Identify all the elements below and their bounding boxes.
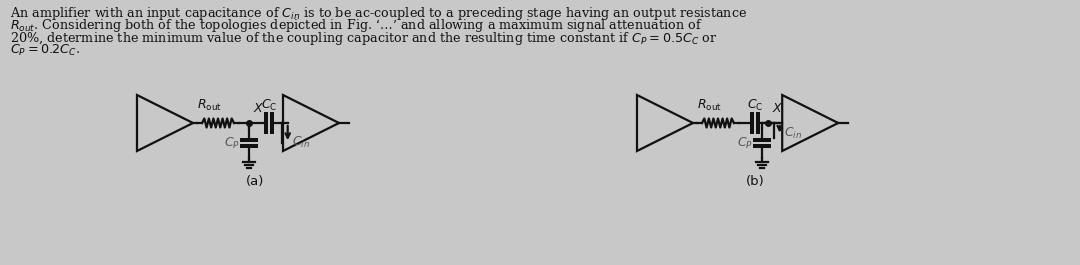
Text: (b): (b)	[745, 174, 765, 188]
Text: An amplifier with an input capacitance of $C_{in}$ is to be ac-coupled to a prec: An amplifier with an input capacitance o…	[10, 5, 747, 22]
Text: $C_P$: $C_P$	[738, 135, 753, 151]
Text: $X$: $X$	[772, 102, 783, 115]
Text: $C_P$: $C_P$	[224, 135, 240, 151]
Text: $C_\mathrm{C}$: $C_\mathrm{C}$	[261, 98, 278, 113]
Text: $X$: $X$	[253, 102, 265, 115]
Text: $C_\mathrm{C}$: $C_\mathrm{C}$	[747, 98, 764, 113]
Text: $C_{in}$: $C_{in}$	[784, 125, 802, 140]
Text: (a): (a)	[246, 174, 265, 188]
Text: $R_{out}$. Considering both of the topologies depicted in Fig. ‘…’ and allowing : $R_{out}$. Considering both of the topol…	[10, 17, 703, 34]
Text: $C_{in}$: $C_{in}$	[293, 134, 310, 149]
Text: $C_P = 0.2C_C$.: $C_P = 0.2C_C$.	[10, 42, 80, 58]
Text: $R_\mathrm{out}$: $R_\mathrm{out}$	[697, 98, 721, 113]
Text: $R_\mathrm{out}$: $R_\mathrm{out}$	[197, 98, 221, 113]
Text: 20%, determine the minimum value of the coupling capacitor and the resulting tim: 20%, determine the minimum value of the …	[10, 30, 717, 47]
